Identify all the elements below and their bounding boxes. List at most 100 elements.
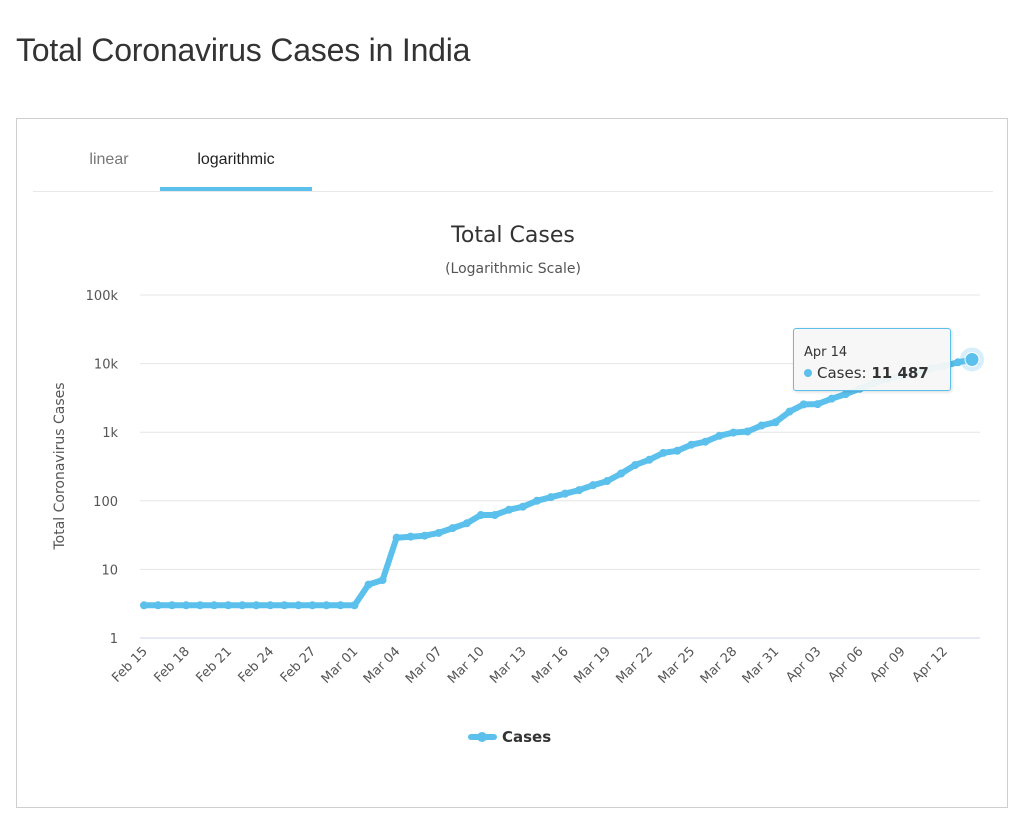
- data-point[interactable]: [308, 601, 317, 610]
- legend[interactable]: Cases: [468, 728, 551, 746]
- x-tick-label: Mar 19: [571, 644, 614, 687]
- data-point[interactable]: [154, 601, 163, 610]
- data-point[interactable]: [532, 496, 541, 505]
- x-tick-label: Feb 24: [236, 644, 278, 686]
- legend-marker: [477, 732, 487, 742]
- data-point[interactable]: [476, 511, 485, 520]
- data-point[interactable]: [964, 351, 980, 367]
- data-point[interactable]: [546, 493, 555, 502]
- y-tick-label: 10k: [94, 358, 119, 373]
- x-tick-label: Mar 04: [361, 644, 404, 687]
- x-tick-label: Apr 06: [825, 644, 866, 685]
- data-point[interactable]: [715, 431, 724, 440]
- data-point[interactable]: [504, 505, 513, 514]
- tooltip-series: Cases: [817, 364, 862, 382]
- data-point[interactable]: [701, 437, 710, 446]
- data-point[interactable]: [210, 601, 219, 610]
- data-point[interactable]: [434, 528, 443, 537]
- data-point[interactable]: [392, 533, 401, 542]
- data-point[interactable]: [603, 477, 612, 486]
- x-tick-label: Mar 16: [529, 644, 572, 687]
- x-tick-label: Mar 22: [613, 644, 656, 687]
- data-point[interactable]: [785, 407, 794, 416]
- x-tick-label: Apr 12: [910, 644, 951, 685]
- x-tick-label: Feb 18: [151, 644, 193, 686]
- tab-logarithmic[interactable]: logarithmic: [160, 145, 312, 191]
- data-point[interactable]: [841, 390, 850, 399]
- y-tick-label: 1: [110, 632, 118, 647]
- tooltip-dot-icon: [804, 368, 812, 377]
- data-point[interactable]: [140, 601, 148, 610]
- chart-subtitle: (Logarithmic Scale): [445, 261, 581, 277]
- y-tick-label: 10: [101, 563, 118, 578]
- x-axis-ticks: Feb 15 Feb 18 Feb 21 Feb 24 Feb 27 Mar 01 Mar …: [109, 644, 950, 687]
- series-cases: [140, 347, 984, 610]
- data-point[interactable]: [322, 601, 331, 610]
- y-axis-ticks: 1 10 100 1k 10k 100k: [86, 289, 119, 647]
- data-point[interactable]: [280, 601, 289, 610]
- data-point[interactable]: [196, 601, 205, 610]
- data-point[interactable]: [406, 532, 415, 541]
- data-point[interactable]: [364, 580, 373, 589]
- x-tick-label: Mar 25: [656, 644, 699, 687]
- x-tick-label: Apr 09: [868, 644, 909, 685]
- data-point[interactable]: [224, 601, 233, 610]
- data-point[interactable]: [659, 448, 668, 457]
- data-point[interactable]: [953, 358, 962, 367]
- data-point[interactable]: [490, 511, 499, 520]
- data-point[interactable]: [729, 428, 738, 437]
- scale-tabs: linear logarithmic: [33, 145, 993, 192]
- y-axis-title: Total Coronavirus Cases: [52, 382, 68, 550]
- x-tick-label: Mar 01: [319, 644, 362, 687]
- y-tick-label: 100k: [86, 289, 119, 304]
- tooltip-row: Cases: 11 487: [804, 364, 929, 382]
- data-point[interactable]: [645, 455, 654, 464]
- data-point[interactable]: [336, 601, 345, 610]
- data-point[interactable]: [827, 394, 836, 403]
- data-point[interactable]: [673, 446, 682, 455]
- tooltip-date: Apr 14: [804, 345, 848, 360]
- data-point[interactable]: [631, 461, 640, 470]
- tab-linear[interactable]: linear: [89, 151, 129, 168]
- x-tick-label: Mar 10: [445, 644, 488, 687]
- chart-title: Total Cases: [450, 223, 575, 248]
- page-title: Total Coronavirus Cases in India: [16, 32, 471, 68]
- x-tick-label: Apr 03: [783, 644, 824, 685]
- data-point[interactable]: [238, 601, 247, 610]
- y-tick-label: 100: [93, 495, 118, 510]
- x-tick-label: Mar 07: [403, 644, 446, 687]
- data-point[interactable]: [575, 486, 584, 495]
- data-point[interactable]: [378, 576, 387, 585]
- data-point[interactable]: [350, 601, 359, 610]
- data-point[interactable]: [294, 601, 303, 610]
- data-point[interactable]: [813, 400, 822, 409]
- x-tick-label: Mar 31: [740, 644, 783, 687]
- x-tick-label: Mar 28: [698, 644, 741, 687]
- data-point[interactable]: [799, 400, 808, 409]
- x-tick-label: Feb 27: [278, 644, 320, 686]
- tooltip-value: 11 487: [871, 364, 929, 382]
- data-point[interactable]: [420, 531, 429, 540]
- data-point[interactable]: [617, 469, 626, 478]
- data-point[interactable]: [687, 440, 696, 449]
- data-point[interactable]: [771, 418, 780, 427]
- chart-card: linear logarithmic: [16, 118, 1008, 808]
- x-tick-label: Mar 13: [487, 644, 530, 687]
- data-point[interactable]: [462, 519, 471, 528]
- data-point[interactable]: [561, 489, 570, 498]
- data-point[interactable]: [252, 601, 261, 610]
- data-point[interactable]: [266, 601, 275, 610]
- data-point[interactable]: [589, 481, 598, 490]
- data-point[interactable]: [757, 421, 766, 430]
- data-point[interactable]: [182, 601, 191, 610]
- tooltip: Apr 14 Cases: 11 487: [793, 328, 951, 391]
- data-point[interactable]: [518, 502, 527, 511]
- x-tick-label: Feb 21: [194, 644, 236, 686]
- data-point[interactable]: [448, 524, 457, 533]
- data-point[interactable]: [168, 601, 177, 610]
- x-tick-label: Feb 15: [109, 644, 151, 686]
- legend-label: Cases: [502, 728, 551, 746]
- y-tick-label: 1k: [102, 426, 118, 441]
- data-point[interactable]: [743, 427, 752, 436]
